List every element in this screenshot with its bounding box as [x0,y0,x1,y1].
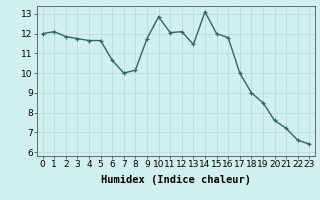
X-axis label: Humidex (Indice chaleur): Humidex (Indice chaleur) [101,175,251,185]
